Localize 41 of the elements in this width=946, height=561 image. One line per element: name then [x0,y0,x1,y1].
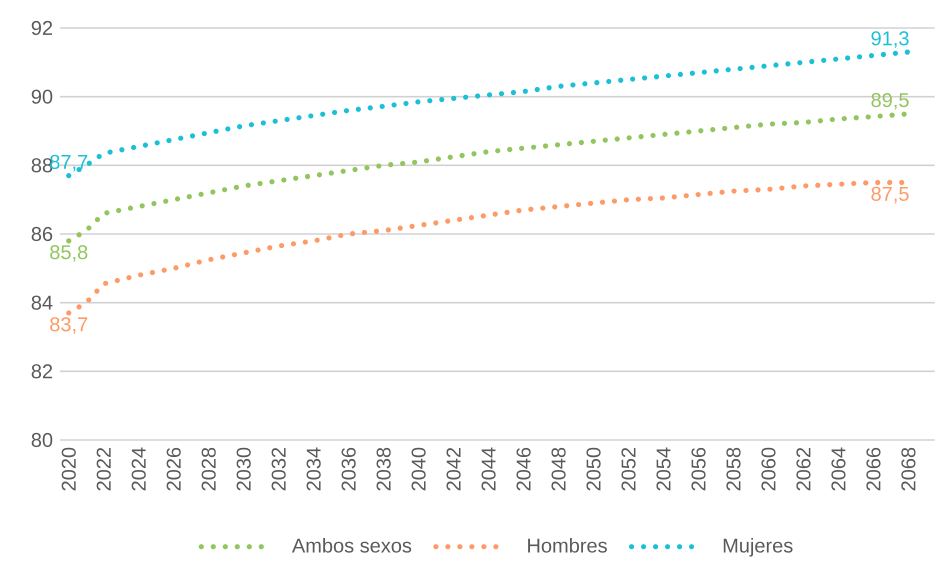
x-tick-label: 2022 [96,448,111,491]
legend-label: Mujeres [724,538,793,557]
x-tick-label: 2024 [132,448,146,491]
x-tick-label: 2034 [306,448,321,491]
x-tick-label: 2026 [166,448,181,491]
x-tick-label: 2046 [516,448,531,491]
x-tick-label: 2036 [342,448,356,491]
x-tick-label: 2052 [621,448,636,491]
x-tick-label: 2040 [412,448,426,491]
x-tick-label: 2064 [831,448,846,491]
x-tick-label: 2054 [656,448,671,491]
x-tick-label: 2050 [586,448,601,491]
x-tick-label: 2044 [482,448,496,491]
x-tick-label: 2060 [761,448,776,491]
x-tick-label: 2058 [726,448,741,491]
x-tick-label: 2020 [62,448,76,491]
legend-label: Ambos sexos [292,538,412,553]
x-tick-label: 2030 [236,448,251,491]
x-tick-label: 2032 [272,448,286,491]
data-label: 89,5 [871,93,909,110]
data-label: 87,5 [871,186,909,204]
x-tick-label: 2028 [202,448,216,491]
y-tick-label: 80 [32,433,52,448]
data-label: 83,7 [50,317,88,334]
data-label: 87,7 [50,154,88,172]
data-label: 91,3 [872,31,909,48]
y-tick-label: 86 [32,227,52,242]
x-tick-label: 2048 [551,448,566,491]
y-tick-label: 88 [32,158,52,173]
y-tick-label: 92 [32,21,52,36]
x-tick-label: 2038 [376,448,391,491]
y-tick-label: 84 [32,296,52,310]
x-tick-label: 2056 [691,448,706,491]
x-tick-label: 2062 [796,448,811,491]
legend-label: Hombres [528,538,607,553]
y-tick-label: 82 [32,364,52,379]
y-tick-label: 90 [32,90,52,104]
data-label: 85,8 [50,245,88,262]
x-tick-label: 2068 [901,448,916,491]
x-tick-label: 2042 [446,448,461,491]
x-tick-label: 2066 [866,448,881,491]
